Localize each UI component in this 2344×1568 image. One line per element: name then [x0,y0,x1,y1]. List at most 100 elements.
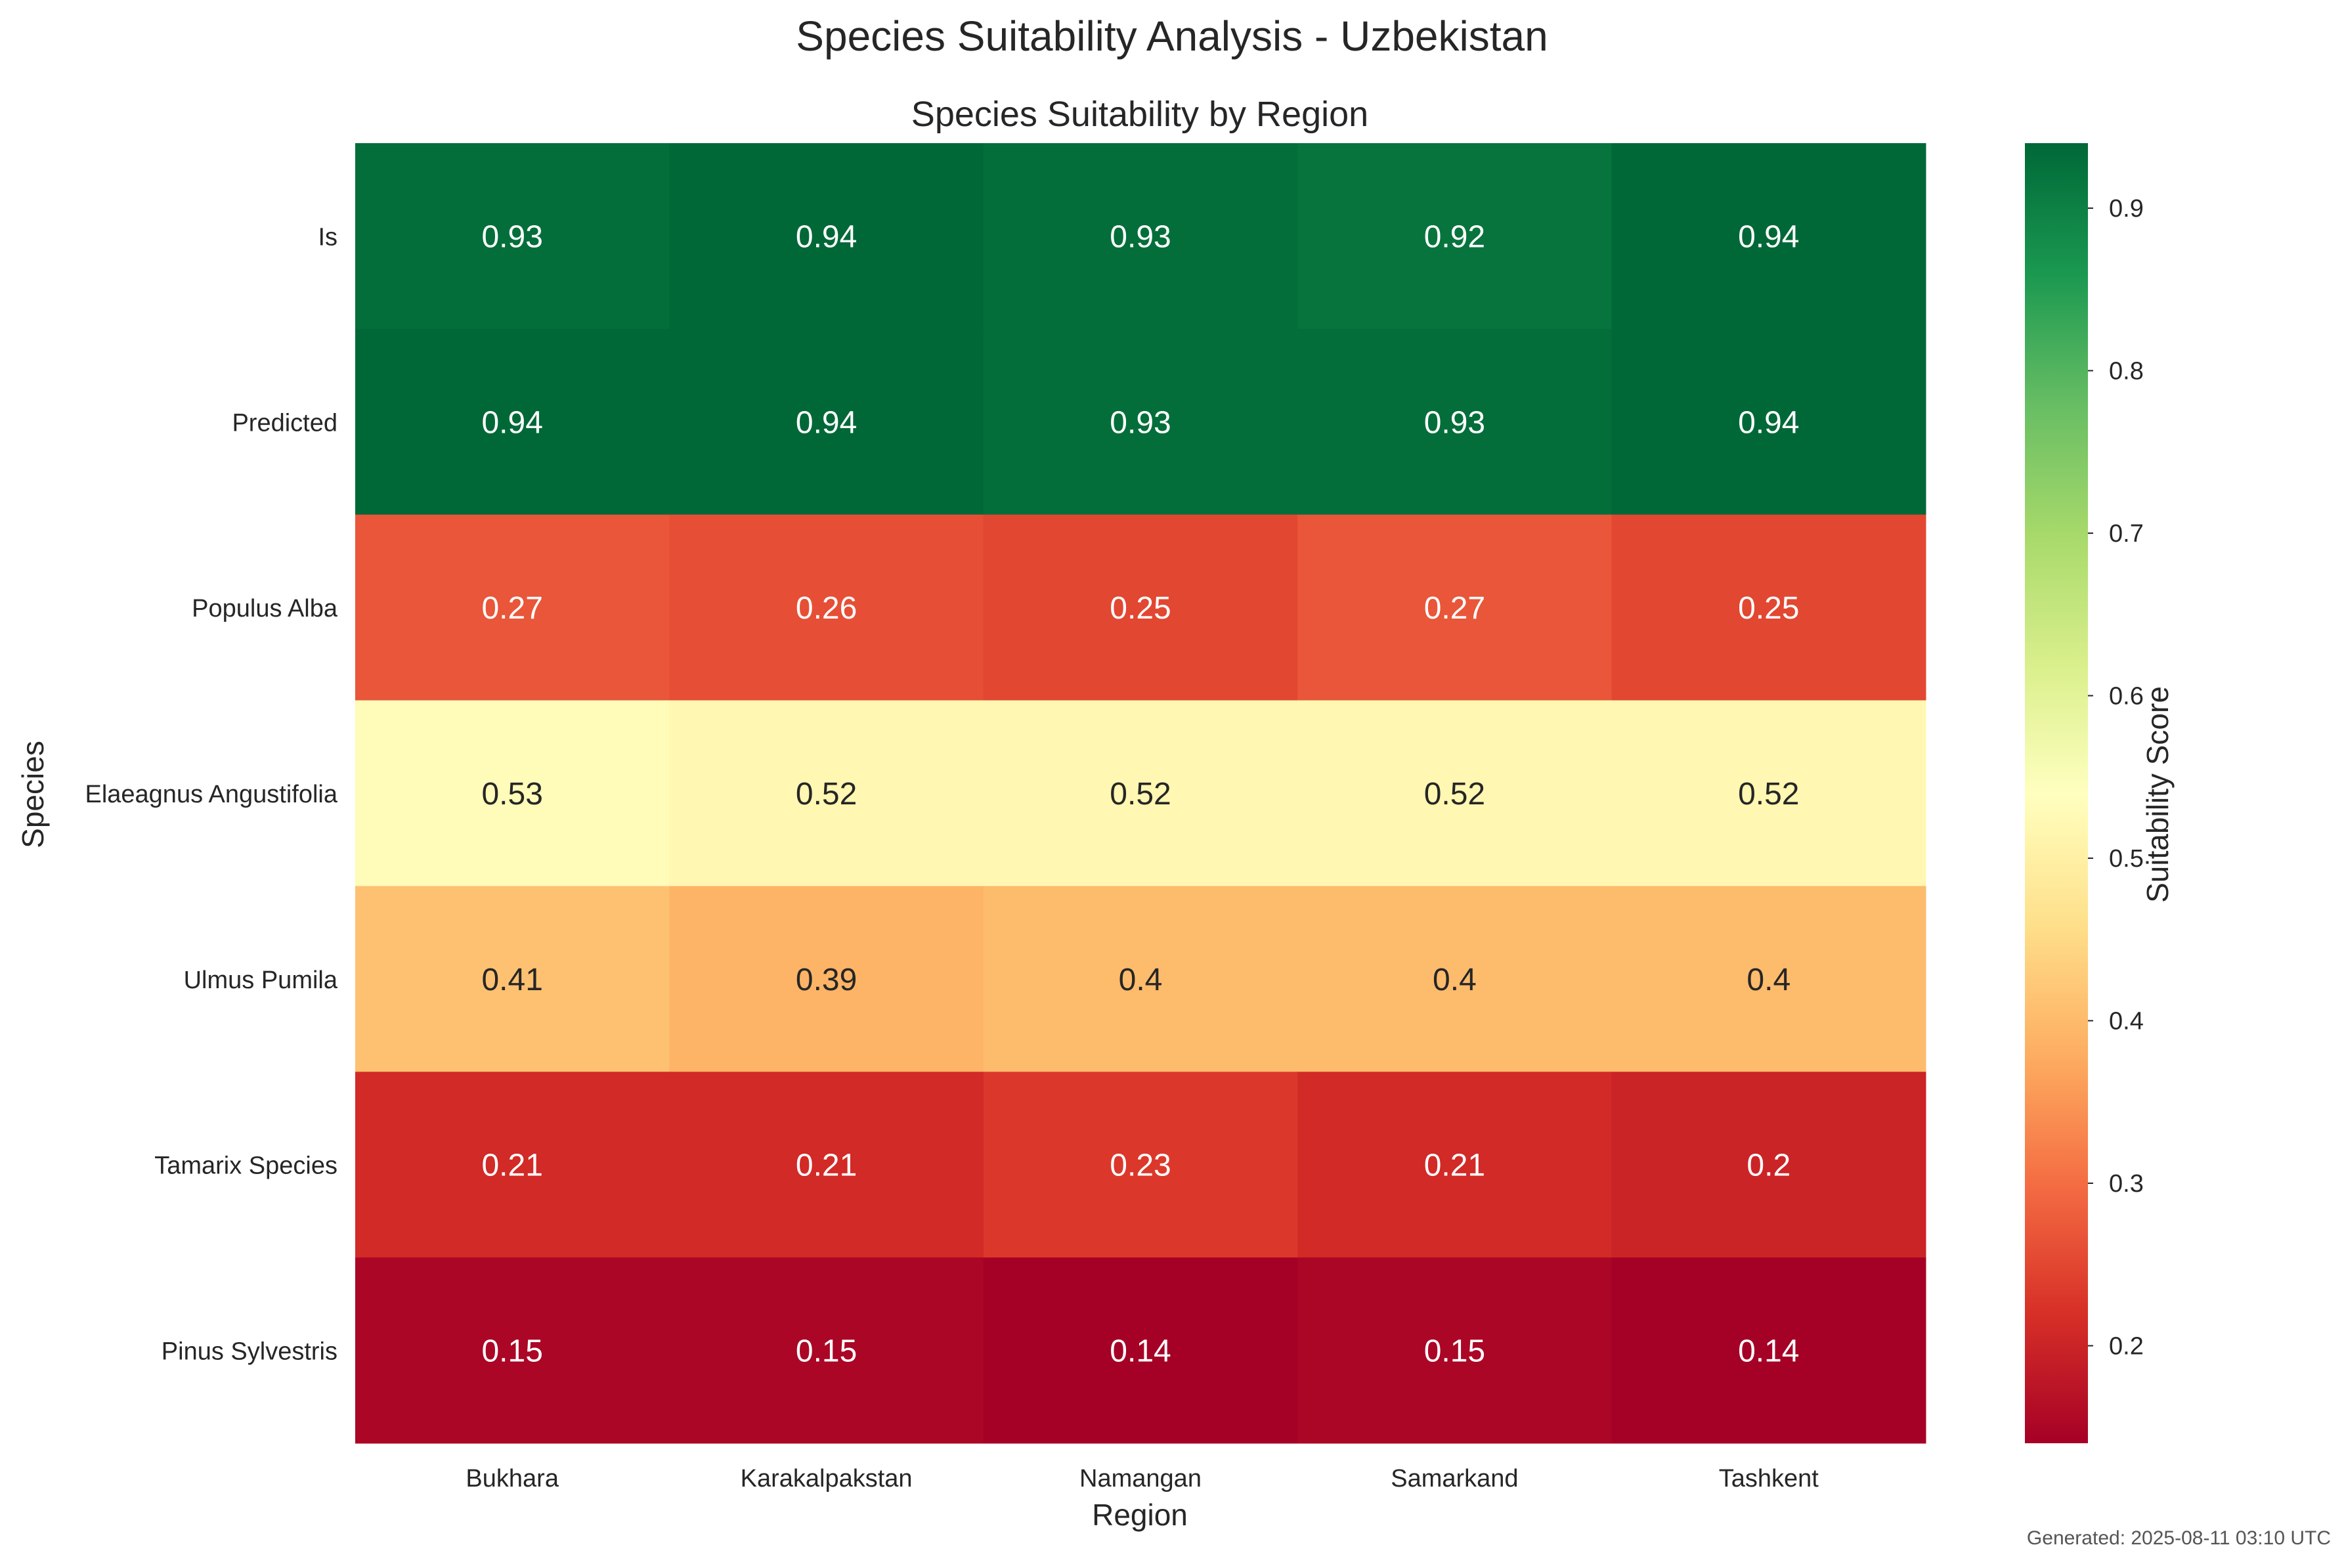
cell-value-label: 0.21 [1424,1148,1485,1183]
heatmap-cell [355,1257,670,1444]
colorbar-tick-label: 0.4 [2109,1008,2144,1035]
heatmap-cell [1611,143,1926,330]
cell-value-label: 0.39 [796,963,857,997]
generated-timestamp: Generated: 2025-08-11 03:10 UTC [2026,1527,2331,1549]
cell-value-label: 0.21 [796,1148,857,1183]
cell-value-label: 0.27 [1424,591,1485,626]
heatmap-cell [1297,514,1613,701]
cell-value-label: 0.15 [1424,1334,1485,1369]
colorbar-tick-label: 0.7 [2109,520,2144,548]
colorbar-tick-label: 0.3 [2109,1170,2144,1198]
colorbar [2025,143,2088,1443]
heatmap-cell [983,1257,1298,1444]
heatmap-cell [983,1072,1298,1258]
y-tick-labels: Is Predicted Populus Alba Elaeagnus Angusti… [85,223,337,1365]
cell-value-label: 0.26 [796,591,857,626]
cell-value-label: 0.93 [1110,405,1171,440]
heatmap-cell [983,514,1298,701]
y-tick-label: Elaeagnus Angustifolia [85,781,337,808]
heatmap-cell [669,700,984,886]
colorbar-tick-label: 0.2 [2109,1333,2144,1361]
y-tick-label: Pinus Sylvestris [162,1338,337,1366]
chart-title: Species Suitability by Region [911,95,1368,134]
heatmap-cell [1611,1257,1926,1444]
heatmap-cell [355,886,670,1072]
y-tick-label: Ulmus Pumila [184,967,338,994]
cell-value-label: 0.41 [481,963,542,997]
heatmap-cell [669,1257,984,1444]
cell-value-label: 0.93 [1424,405,1485,440]
heatmap-cell [355,700,670,886]
cell-value-label: 0.52 [1110,777,1171,812]
heatmap-cell [1611,1072,1926,1258]
heatmap-cell [355,328,670,515]
cell-value-label: 0.23 [1110,1148,1171,1183]
cell-value-label: 0.94 [796,219,857,254]
cell-value-label: 0.25 [1738,591,1799,626]
heatmap-cell [983,700,1298,886]
heatmap-cell [669,328,984,515]
cell-value-label: 0.4 [1433,963,1477,997]
cell-value-label: 0.52 [1424,777,1485,812]
heatmap-cell [355,514,670,701]
y-tick-label: Is [318,223,337,251]
heatmap-cell [1611,700,1926,886]
cell-value-label: 0.2 [1747,1148,1791,1183]
colorbar-ticks: 0.2 0.3 0.4 0.5 0.6 0.7 0.8 0.9 [2088,195,2144,1361]
colorbar-tick-label: 0.6 [2109,683,2144,710]
cell-value-label: 0.93 [1110,219,1171,254]
cell-value-label: 0.15 [481,1334,542,1369]
heatmap-cell [1297,1072,1613,1258]
x-tick-labels: Bukhara Karakalpakstan Namangan Samarkand Ta… [466,1465,1819,1492]
heatmap-cell [983,143,1298,330]
cell-value-label: 0.94 [1738,219,1799,254]
colorbar-tick-label: 0.9 [2109,195,2144,223]
y-tick-label: Tamarix Species [154,1152,337,1180]
x-tick-label: Karakalpakstan [741,1465,913,1492]
colorbar-label: Suitability Score [2140,686,2175,903]
cell-value-label: 0.25 [1110,591,1171,626]
heatmap-cells [355,143,1926,1444]
cell-value-label: 0.52 [1738,777,1799,812]
cell-value-label: 0.4 [1747,963,1791,997]
heatmap-cell [1297,1257,1613,1444]
heatmap-cell [355,143,670,330]
cell-value-label: 0.21 [481,1148,542,1183]
heatmap-cell [1611,514,1926,701]
heatmap-cell [669,886,984,1072]
colorbar-tick-label: 0.5 [2109,845,2144,873]
cell-value-label: 0.52 [796,777,857,812]
cell-value-label: 0.92 [1424,219,1485,254]
cell-value-label: 0.94 [796,405,857,440]
y-tick-label: Predicted [232,409,337,437]
cell-value-label: 0.14 [1738,1334,1799,1369]
heatmap-cell-labels: 0.93 0.94 0.93 0.92 0.94 0.94 0.94 0.93 0.93 0.94… [481,219,1799,1368]
heatmap-cell [1297,700,1613,886]
y-axis-label: Species [16,741,50,848]
x-axis-label: Region [1092,1498,1188,1532]
heatmap-cell [1297,886,1613,1072]
heatmap-cell [669,143,984,330]
heatmap-cell [1297,328,1613,515]
x-tick-label: Namangan [1079,1465,1202,1492]
x-tick-label: Samarkand [1391,1465,1518,1492]
heatmap-cell [669,514,984,701]
heatmap-cell [983,328,1298,515]
heatmap-cell [983,886,1298,1072]
cell-value-label: 0.4 [1119,963,1163,997]
heatmap-cell [669,1072,984,1258]
heatmap-cell [1611,328,1926,515]
heatmap-cell [1297,143,1613,330]
cell-value-label: 0.14 [1110,1334,1171,1369]
cell-value-label: 0.94 [1738,405,1799,440]
cell-value-label: 0.94 [481,405,542,440]
cell-value-label: 0.53 [481,777,542,812]
y-tick-label: Populus Alba [192,595,338,622]
cell-value-label: 0.27 [481,591,542,626]
x-tick-label: Tashkent [1719,1465,1819,1492]
heatmap-cell [355,1072,670,1258]
x-tick-label: Bukhara [466,1465,559,1492]
figure-title: Species Suitability Analysis - Uzbekista… [796,12,1548,60]
colorbar-tick-label: 0.8 [2109,358,2144,385]
